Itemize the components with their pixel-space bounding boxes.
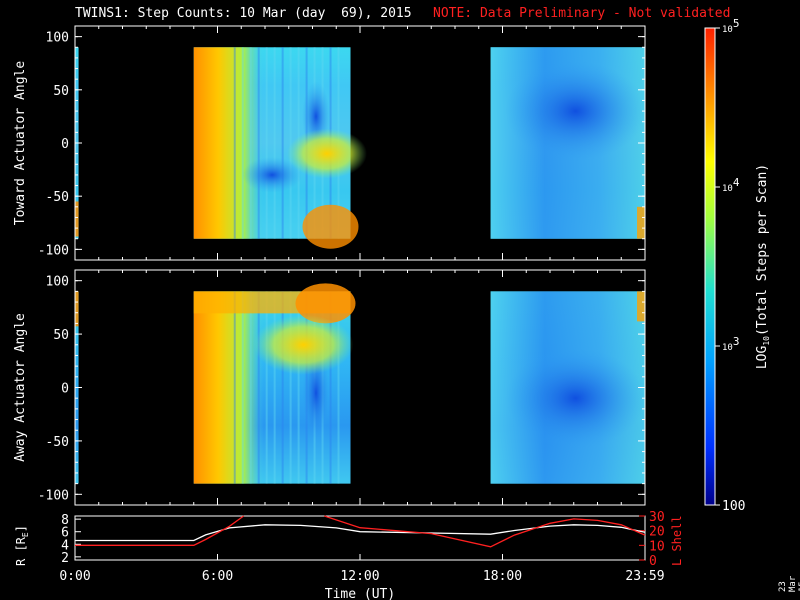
heatmap-streak bbox=[273, 47, 276, 239]
left-tick-label: 4 bbox=[61, 538, 69, 553]
right-tick-label: 0 bbox=[649, 554, 657, 569]
y-tick-label: 100 bbox=[46, 275, 69, 290]
heatmap-streak bbox=[297, 291, 300, 484]
heatmap-feature bbox=[286, 128, 367, 179]
colorbar bbox=[704, 27, 716, 506]
right-tick-label: 20 bbox=[649, 525, 665, 540]
heatmap-streak bbox=[241, 47, 244, 239]
x-tick-label: 0:00 bbox=[59, 569, 90, 584]
y-axis-label: Toward Actuator Angle bbox=[13, 61, 28, 226]
y-tick-label: 0 bbox=[61, 382, 69, 397]
heatmap-streak bbox=[233, 47, 236, 239]
chart-title: TWINS1: Step Counts: 10 Mar (day 69), 20… bbox=[75, 6, 412, 21]
heatmap-feature bbox=[295, 283, 356, 324]
x-axis-label: Time (UT) bbox=[325, 587, 395, 600]
x-tick-label: 12:00 bbox=[340, 569, 379, 584]
heatmap-feature bbox=[637, 206, 645, 239]
heatmap-edge bbox=[193, 47, 264, 239]
heatmap-streak bbox=[289, 291, 292, 484]
right-tick-label: 10 bbox=[649, 539, 665, 554]
heatmap-streak bbox=[257, 47, 260, 239]
colorbar-tick-label: 100 bbox=[722, 499, 745, 514]
heatmap-feature bbox=[242, 156, 303, 193]
heatmap-feature bbox=[505, 348, 646, 449]
y-tick-label: 0 bbox=[61, 137, 69, 152]
heatmap-streak bbox=[249, 291, 252, 484]
heatmap-streak bbox=[281, 291, 284, 484]
right-tick-label: 30 bbox=[649, 510, 665, 525]
heatmap-streak bbox=[249, 47, 252, 239]
heatmap-streak bbox=[257, 291, 260, 484]
colorbar-tick-label: 104 bbox=[722, 176, 740, 194]
left-axis-label: R [RE] bbox=[14, 525, 30, 566]
y-tick-label: -100 bbox=[38, 488, 69, 503]
heatmap-feature bbox=[505, 61, 646, 162]
date-stamp: 23 Mar 15 bbox=[778, 575, 800, 592]
heatmap-streak bbox=[289, 47, 292, 239]
heatmap-streak bbox=[337, 291, 340, 484]
colorbar-label: LOG10(Total Steps per Scan) bbox=[755, 164, 771, 369]
left-tick-label: 8 bbox=[61, 513, 69, 528]
heatmap-streak bbox=[329, 291, 332, 484]
heatmap-streak bbox=[281, 47, 284, 239]
colorbar-tick-label: 103 bbox=[722, 335, 739, 353]
preliminary-note: NOTE: Data Preliminary - Not validated bbox=[433, 6, 731, 21]
left-tick-label: 2 bbox=[61, 551, 69, 566]
heatmap-streak bbox=[273, 291, 276, 484]
y-tick-label: 50 bbox=[53, 328, 69, 343]
left-tick-label: 6 bbox=[61, 526, 69, 541]
y-tick-label: -50 bbox=[46, 190, 69, 205]
y-axis-label: Away Actuator Angle bbox=[13, 313, 28, 462]
heatmap-feature bbox=[75, 201, 79, 237]
x-tick-label: 23:59 bbox=[625, 569, 664, 584]
heatmap-streak bbox=[265, 47, 268, 239]
heatmap-feature bbox=[302, 204, 359, 249]
orbit-frame bbox=[74, 515, 646, 561]
y-tick-label: -50 bbox=[46, 435, 69, 450]
right-axis-label: L Shell bbox=[670, 515, 684, 566]
heatmap-streak bbox=[233, 291, 236, 484]
y-tick-label: -100 bbox=[38, 243, 69, 258]
x-tick-label: 6:00 bbox=[202, 569, 233, 584]
y-tick-label: 100 bbox=[46, 31, 69, 46]
heatmap-feature bbox=[253, 314, 354, 375]
y-tick-label: 50 bbox=[53, 84, 69, 99]
series-line-l-shell bbox=[75, 515, 646, 548]
heatmap-edge bbox=[193, 291, 264, 484]
x-tick-label: 18:00 bbox=[483, 569, 522, 584]
heatmap-streak bbox=[265, 291, 268, 484]
heatmap-feature bbox=[637, 291, 645, 322]
series-line-r bbox=[75, 524, 646, 542]
heatmap-feature bbox=[75, 291, 79, 327]
heatmap-streak bbox=[241, 291, 244, 484]
